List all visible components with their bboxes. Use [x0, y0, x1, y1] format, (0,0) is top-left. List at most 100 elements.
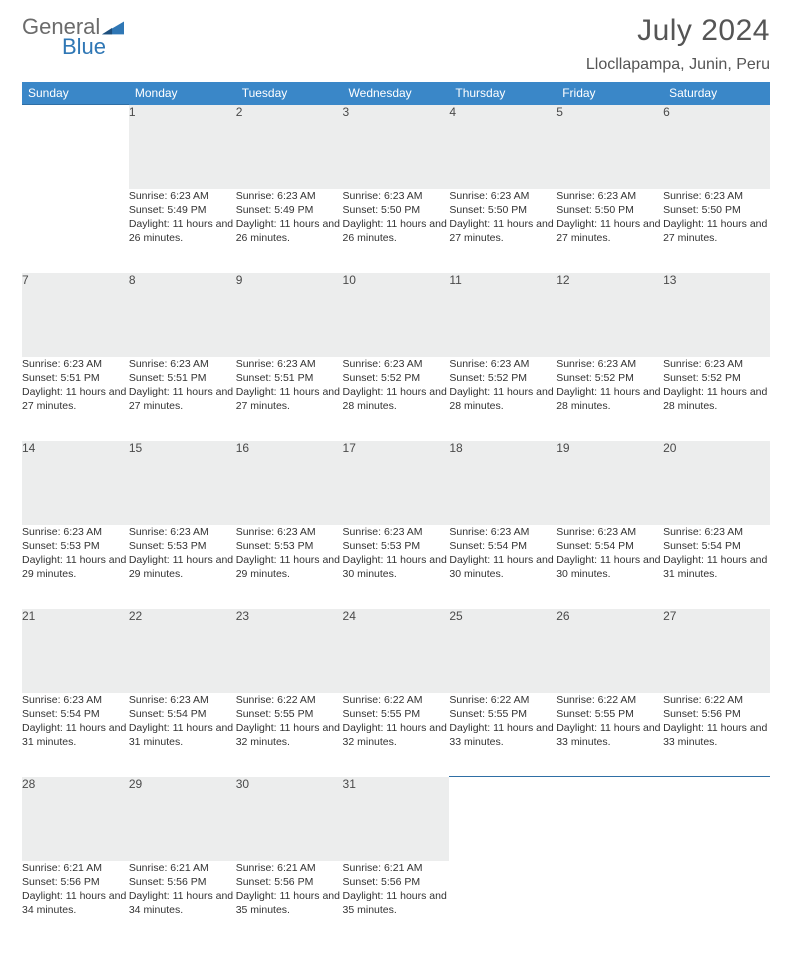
sunrise-line: Sunrise: 6:21 AM [22, 861, 129, 875]
day-content-cell: Sunrise: 6:23 AMSunset: 5:50 PMDaylight:… [556, 189, 663, 273]
day-content-cell [449, 861, 556, 945]
day-content-cell: Sunrise: 6:23 AMSunset: 5:51 PMDaylight:… [236, 357, 343, 441]
daylight-line: Daylight: 11 hours and 27 minutes. [22, 385, 129, 413]
day-number-cell: 11 [449, 273, 556, 357]
sunrise-line: Sunrise: 6:22 AM [663, 693, 770, 707]
day-number-cell: 26 [556, 609, 663, 693]
sunset-line: Sunset: 5:56 PM [343, 875, 450, 889]
weekday-header: Friday [556, 82, 663, 105]
sunset-line: Sunset: 5:55 PM [236, 707, 343, 721]
sunrise-line: Sunrise: 6:23 AM [343, 357, 450, 371]
sunset-line: Sunset: 5:54 PM [129, 707, 236, 721]
day-content-cell [663, 861, 770, 945]
day-number-cell: 7 [22, 273, 129, 357]
weekday-header: Sunday [22, 82, 129, 105]
day-number-cell [449, 777, 556, 861]
day-content-cell: Sunrise: 6:22 AMSunset: 5:55 PMDaylight:… [343, 693, 450, 777]
day-number-cell: 21 [22, 609, 129, 693]
weekday-header: Monday [129, 82, 236, 105]
day-number-cell: 25 [449, 609, 556, 693]
sunset-line: Sunset: 5:51 PM [129, 371, 236, 385]
day-number-cell: 17 [343, 441, 450, 525]
daylight-line: Daylight: 11 hours and 27 minutes. [129, 385, 236, 413]
day-number-cell [663, 777, 770, 861]
day-number-cell: 29 [129, 777, 236, 861]
sunset-line: Sunset: 5:52 PM [556, 371, 663, 385]
day-number-cell: 4 [449, 105, 556, 189]
day-content-cell: Sunrise: 6:23 AMSunset: 5:52 PMDaylight:… [556, 357, 663, 441]
day-content-cell: Sunrise: 6:23 AMSunset: 5:52 PMDaylight:… [343, 357, 450, 441]
day-number-cell: 2 [236, 105, 343, 189]
day-content-cell: Sunrise: 6:23 AMSunset: 5:53 PMDaylight:… [22, 525, 129, 609]
sunset-line: Sunset: 5:56 PM [663, 707, 770, 721]
sunrise-line: Sunrise: 6:23 AM [449, 525, 556, 539]
sunrise-line: Sunrise: 6:23 AM [129, 525, 236, 539]
day-number-cell: 22 [129, 609, 236, 693]
sunset-line: Sunset: 5:53 PM [343, 539, 450, 553]
sunrise-line: Sunrise: 6:23 AM [343, 525, 450, 539]
sunset-line: Sunset: 5:55 PM [343, 707, 450, 721]
sunset-line: Sunset: 5:53 PM [22, 539, 129, 553]
sunset-line: Sunset: 5:53 PM [236, 539, 343, 553]
day-number-row: 14151617181920 [22, 441, 770, 525]
day-content-cell: Sunrise: 6:22 AMSunset: 5:55 PMDaylight:… [556, 693, 663, 777]
weekday-header: Wednesday [343, 82, 450, 105]
calendar-table: Sunday Monday Tuesday Wednesday Thursday… [22, 82, 770, 945]
sunset-line: Sunset: 5:50 PM [556, 203, 663, 217]
day-content-cell [22, 189, 129, 273]
daylight-line: Daylight: 11 hours and 27 minutes. [449, 217, 556, 245]
day-content-cell: Sunrise: 6:23 AMSunset: 5:50 PMDaylight:… [663, 189, 770, 273]
daylight-line: Daylight: 11 hours and 33 minutes. [556, 721, 663, 749]
daylight-line: Daylight: 11 hours and 35 minutes. [343, 889, 450, 917]
day-content-cell: Sunrise: 6:22 AMSunset: 5:55 PMDaylight:… [449, 693, 556, 777]
day-content-cell: Sunrise: 6:21 AMSunset: 5:56 PMDaylight:… [236, 861, 343, 945]
day-number-cell: 19 [556, 441, 663, 525]
weekday-header: Tuesday [236, 82, 343, 105]
sunrise-line: Sunrise: 6:23 AM [556, 525, 663, 539]
sunset-line: Sunset: 5:51 PM [22, 371, 129, 385]
day-number-row: 78910111213 [22, 273, 770, 357]
day-content-cell: Sunrise: 6:23 AMSunset: 5:54 PMDaylight:… [129, 693, 236, 777]
sunset-line: Sunset: 5:52 PM [343, 371, 450, 385]
sunset-line: Sunset: 5:50 PM [449, 203, 556, 217]
day-content-cell: Sunrise: 6:23 AMSunset: 5:54 PMDaylight:… [556, 525, 663, 609]
daylight-line: Daylight: 11 hours and 28 minutes. [663, 385, 770, 413]
day-number-cell: 16 [236, 441, 343, 525]
calendar-body: 123456Sunrise: 6:23 AMSunset: 5:49 PMDay… [22, 105, 770, 945]
day-number-cell: 13 [663, 273, 770, 357]
day-content-cell: Sunrise: 6:21 AMSunset: 5:56 PMDaylight:… [343, 861, 450, 945]
sunrise-line: Sunrise: 6:22 AM [556, 693, 663, 707]
day-content-cell: Sunrise: 6:23 AMSunset: 5:52 PMDaylight:… [449, 357, 556, 441]
sunrise-line: Sunrise: 6:23 AM [22, 693, 129, 707]
sunrise-line: Sunrise: 6:23 AM [236, 189, 343, 203]
logo-triangle-icon [102, 19, 124, 35]
day-content-cell: Sunrise: 6:23 AMSunset: 5:53 PMDaylight:… [236, 525, 343, 609]
day-number-cell: 3 [343, 105, 450, 189]
daylight-line: Daylight: 11 hours and 27 minutes. [236, 385, 343, 413]
day-number-cell: 12 [556, 273, 663, 357]
day-content-cell: Sunrise: 6:23 AMSunset: 5:52 PMDaylight:… [663, 357, 770, 441]
weekday-header-row: Sunday Monday Tuesday Wednesday Thursday… [22, 82, 770, 105]
day-content-cell: Sunrise: 6:23 AMSunset: 5:53 PMDaylight:… [129, 525, 236, 609]
daylight-line: Daylight: 11 hours and 29 minutes. [236, 553, 343, 581]
day-content-cell: Sunrise: 6:23 AMSunset: 5:51 PMDaylight:… [22, 357, 129, 441]
sunset-line: Sunset: 5:54 PM [22, 707, 129, 721]
daylight-line: Daylight: 11 hours and 30 minutes. [343, 553, 450, 581]
day-number-cell: 15 [129, 441, 236, 525]
day-number-row: 21222324252627 [22, 609, 770, 693]
day-number-cell: 14 [22, 441, 129, 525]
day-number-cell: 23 [236, 609, 343, 693]
day-content-cell [556, 861, 663, 945]
day-content-cell: Sunrise: 6:23 AMSunset: 5:49 PMDaylight:… [129, 189, 236, 273]
day-number-cell: 10 [343, 273, 450, 357]
day-content-row: Sunrise: 6:23 AMSunset: 5:51 PMDaylight:… [22, 357, 770, 441]
day-content-cell: Sunrise: 6:23 AMSunset: 5:51 PMDaylight:… [129, 357, 236, 441]
sunset-line: Sunset: 5:56 PM [236, 875, 343, 889]
sunrise-line: Sunrise: 6:23 AM [129, 357, 236, 371]
sunset-line: Sunset: 5:55 PM [449, 707, 556, 721]
daylight-line: Daylight: 11 hours and 26 minutes. [129, 217, 236, 245]
sunrise-line: Sunrise: 6:23 AM [663, 525, 770, 539]
daylight-line: Daylight: 11 hours and 31 minutes. [129, 721, 236, 749]
day-number-cell: 9 [236, 273, 343, 357]
daylight-line: Daylight: 11 hours and 32 minutes. [343, 721, 450, 749]
